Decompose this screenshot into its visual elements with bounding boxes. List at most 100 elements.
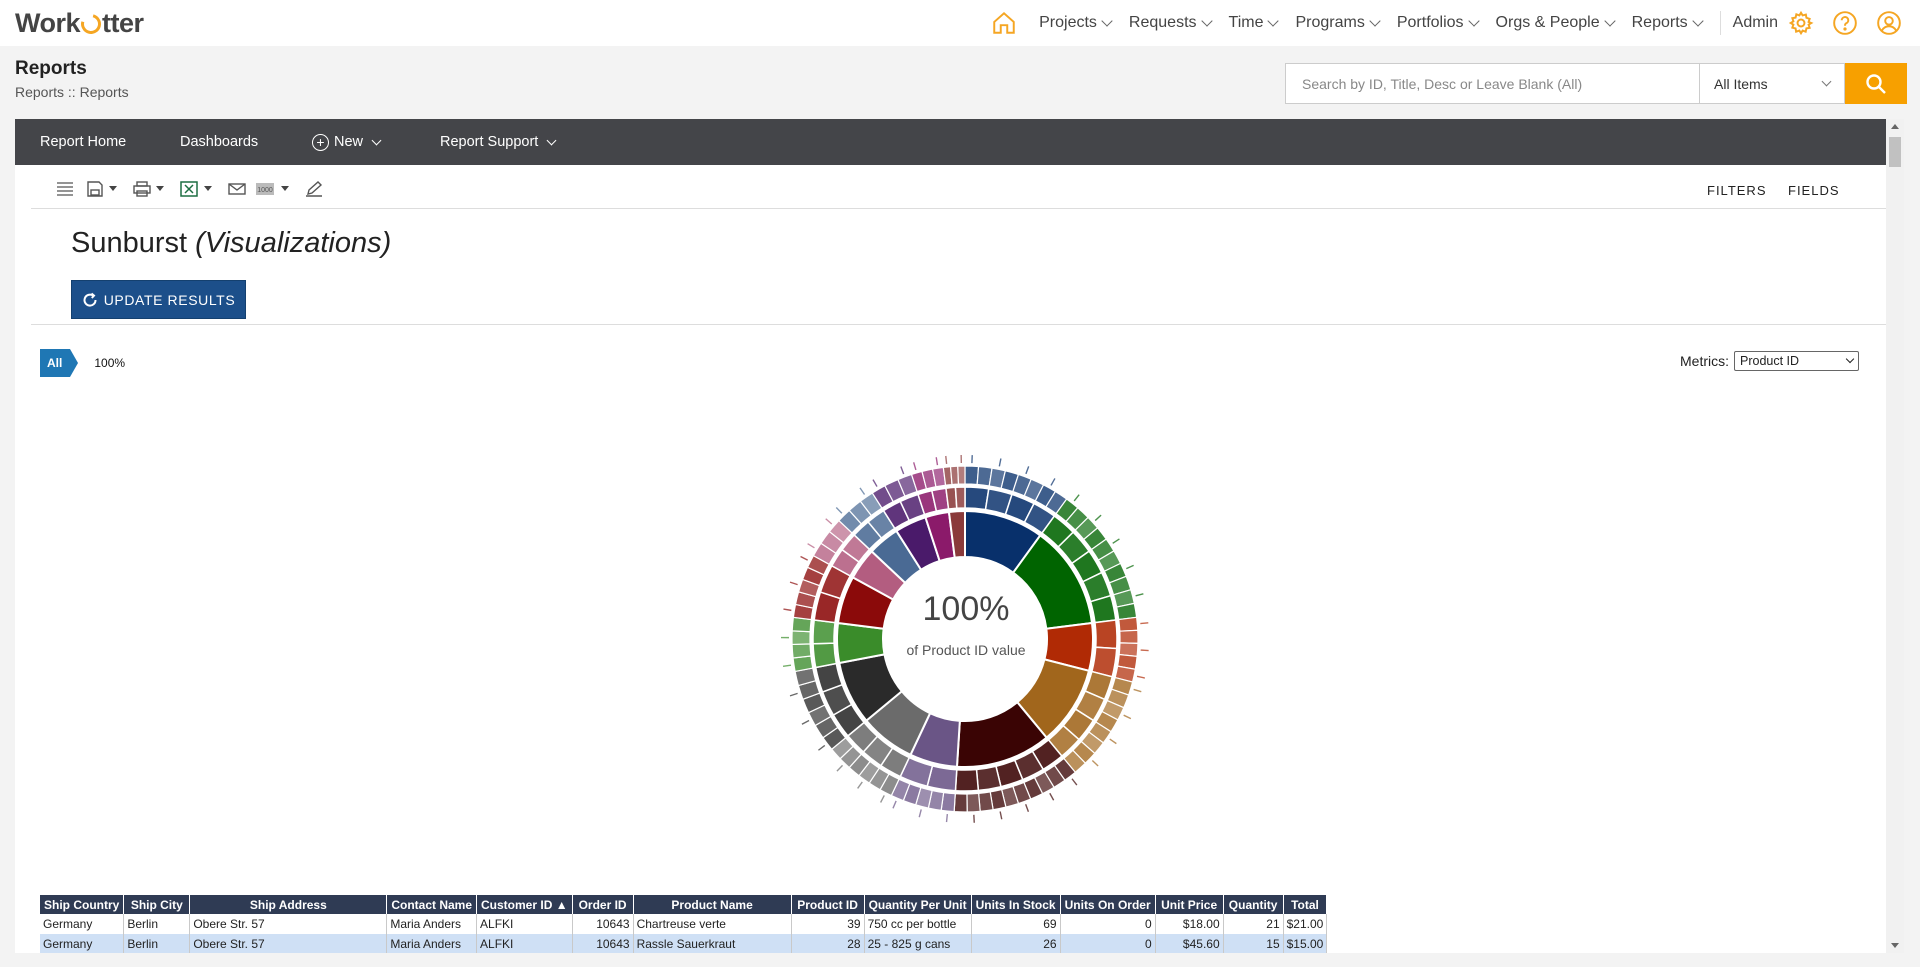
print-icon[interactable] [133,181,151,197]
dashboards-link[interactable]: Dashboards [180,134,258,150]
user-icon[interactable] [1876,10,1902,36]
sunburst-segment[interactable] [964,486,990,511]
column-header[interactable]: Unit Price [1155,895,1224,914]
sunburst-leaf[interactable] [1025,466,1030,475]
sunburst-leaf[interactable] [1140,622,1149,625]
sunburst-segment[interactable] [791,630,811,646]
search-button[interactable] [1845,63,1907,104]
column-header[interactable]: Order ID [572,895,634,914]
sunburst-leaf[interactable] [1135,593,1144,597]
sunburst-leaf[interactable] [1112,538,1120,544]
sunburst-leaf[interactable] [807,543,815,549]
email-icon[interactable] [228,181,246,197]
column-header[interactable]: Ship Address [189,895,388,914]
sunburst-leaf[interactable] [935,457,939,466]
sunburst-leaf[interactable] [857,781,863,789]
new-menu[interactable]: + New [312,133,382,151]
sunburst-segment[interactable] [791,643,812,659]
sunburst-segment[interactable] [1119,629,1139,644]
column-header[interactable]: Product ID [791,895,865,914]
sunburst-segment[interactable] [947,509,966,559]
sunburst-segment[interactable] [812,642,838,669]
excel-caret-icon[interactable] [204,186,212,191]
sunburst-segment[interactable] [1118,616,1139,632]
sunburst-leaf[interactable] [1133,688,1142,693]
sunburst-leaf[interactable] [835,507,843,514]
gear-icon[interactable] [1788,10,1814,36]
table-row[interactable]: Germany Berlin Obere Str. 57 Maria Anders AL… [40,934,1328,953]
sunburst-leaf[interactable] [879,795,885,803]
excel-icon[interactable] [180,181,198,197]
filters-button[interactable]: FILTERS [1707,183,1767,198]
sunburst-leaf[interactable] [801,719,810,725]
sunburst-leaf[interactable] [1049,792,1055,801]
column-header[interactable]: Customer ID ▲ [476,895,573,914]
nav-requests[interactable]: Requests [1129,14,1213,32]
pencil-icon[interactable] [305,181,323,197]
nav-admin[interactable]: Admin [1732,14,1778,31]
nav-reports[interactable]: Reports [1632,14,1704,32]
update-results-button[interactable]: UPDATE RESULTS [71,280,246,319]
number-format-caret-icon[interactable] [281,186,289,191]
sunburst-leaf[interactable] [1136,675,1145,679]
nav-projects[interactable]: Projects [1039,14,1113,32]
search-input[interactable] [1285,63,1699,104]
number-format-icon[interactable]: 1000 [256,181,274,197]
sunburst-leaf[interactable] [1073,494,1080,502]
sunburst-segment[interactable] [1094,619,1118,650]
column-header[interactable]: Units In Stock [971,895,1061,914]
column-header[interactable]: Ship City [123,895,191,914]
sunburst-leaf[interactable] [789,692,798,697]
sunburst-leaf[interactable] [1126,564,1134,570]
print-caret-icon[interactable] [156,186,164,191]
scroll-up-icon[interactable] [1891,124,1899,129]
sunburst-leaf[interactable] [1091,759,1099,767]
column-header[interactable]: Product Name [633,895,792,914]
sunburst-segment[interactable] [964,465,980,486]
report-support-menu[interactable]: Report Support [440,134,557,150]
sunburst-segment[interactable] [957,465,966,485]
sunburst-leaf[interactable] [999,811,1003,820]
sunburst-leaf[interactable] [1050,478,1056,486]
nav-time[interactable]: Time [1229,14,1280,32]
page-scrollbar[interactable] [1886,119,1904,953]
sunburst-leaf[interactable] [945,814,949,823]
sunburst-chart[interactable] [730,404,1200,874]
sunburst-leaf[interactable] [1140,649,1149,652]
sunburst-leaf[interactable] [998,458,1002,467]
workotter-logo[interactable]: Work tter [15,8,144,39]
sunburst-leaf[interactable] [789,581,798,586]
sunburst-leaf[interactable] [892,800,897,809]
sunburst-segment[interactable] [812,619,836,645]
sunburst-segment[interactable] [792,655,814,673]
column-header[interactable]: Quantity [1223,895,1284,914]
column-header[interactable]: Total [1283,895,1328,914]
sunburst-leaf[interactable] [918,809,922,818]
column-header[interactable]: Ship Country [40,895,125,914]
save-caret-icon[interactable] [109,186,117,191]
sunburst-segment[interactable] [953,793,968,813]
list-icon[interactable] [56,181,74,197]
column-header[interactable]: Contact Name [386,895,478,914]
sunburst-leaf[interactable] [945,455,948,465]
sunburst-leaf[interactable] [872,479,878,487]
metrics-select[interactable]: Product ID [1734,351,1859,371]
scrollbar-thumb[interactable] [1889,137,1901,167]
breadcrumb-all[interactable]: All [40,349,79,377]
fields-button[interactable]: FIELDS [1788,183,1840,198]
nav-portfolios[interactable]: Portfolios [1397,14,1480,32]
sunburst-leaf[interactable] [1109,738,1117,745]
sunburst-segment[interactable] [966,792,981,813]
sunburst-leaf[interactable] [900,466,905,475]
table-row[interactable]: Germany Berlin Obere Str. 57 Maria Anders AL… [40,914,1328,934]
sunburst-segment[interactable] [954,486,966,510]
sunburst-leaf[interactable] [782,664,792,668]
sunburst-leaf[interactable] [1123,714,1132,720]
sunburst-leaf[interactable] [825,518,833,525]
search-scope-select[interactable]: All Items [1699,63,1845,104]
column-header[interactable]: Units On Order [1060,895,1156,914]
sunburst-segment[interactable] [954,768,980,792]
sunburst-leaf[interactable] [836,764,844,772]
sunburst-segment[interactable] [975,765,1002,792]
sunburst-leaf[interactable] [1071,778,1078,786]
